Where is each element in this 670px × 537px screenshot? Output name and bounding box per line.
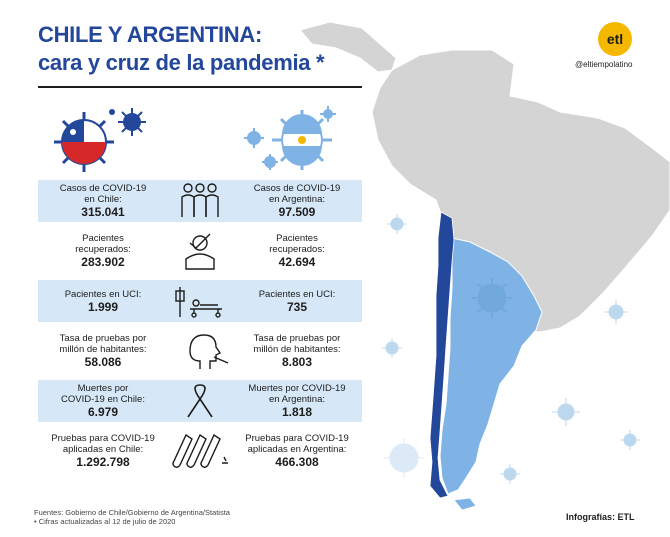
argentina-icu: Pacientes en UCI: 735	[232, 280, 362, 322]
stat-row-deaths: Muertes por COVID-19 en Chile: 6.979 Mue…	[38, 380, 362, 422]
virus-icon	[320, 106, 336, 122]
argentina-recovered: Pacientes recuperados: 42.694	[232, 230, 362, 272]
stat-row-tests-applied: Pruebas para COVID-19 aplicadas en Chile…	[38, 430, 362, 472]
chile-tests-applied: Pruebas para COVID-19 aplicadas en Chile…	[38, 430, 168, 472]
virus-icon	[262, 154, 278, 170]
virus-icon	[384, 438, 424, 478]
argentina-test-rate-value: 8.803	[281, 355, 313, 369]
tierra-del-fuego-shape	[453, 497, 477, 511]
argentina-icu-value: 735	[286, 299, 308, 314]
hospital-bed-icon	[175, 287, 222, 318]
chile-test-rate-value: 58.086	[84, 355, 122, 369]
etl-logo: etl	[598, 22, 632, 56]
virus-icon	[382, 338, 402, 358]
stat-row-cases: Casos de COVID-19 en Chile: 315.041 Caso…	[38, 180, 362, 222]
central-america-shape	[299, 21, 397, 73]
chile-test-rate-label: Tasa de pruebas por millón de habitantes…	[59, 333, 147, 355]
virus-icon	[109, 109, 115, 115]
stat-row-test-rate: Tasa de pruebas por millón de habitantes…	[38, 330, 362, 372]
test-tubes-icon	[172, 433, 228, 468]
virus-icon	[472, 278, 512, 318]
argentina-deaths-label: Muertes por COVID-19 en Argentina:	[248, 383, 346, 405]
chile-icu-value: 1.999	[87, 299, 119, 314]
virus-icon	[620, 430, 640, 450]
argentina-cases-value: 97.509	[278, 205, 316, 219]
sources-note: Fuentes: Gobierno de Chile/Gobierno de A…	[34, 508, 230, 517]
argentina-flag-virus-icon	[272, 110, 332, 170]
argentina-icu-label: Pacientes en UCI:	[258, 288, 336, 300]
argentina-deaths: Muertes por COVID-19 en Argentina: 1.818	[232, 380, 362, 422]
continent-shape	[371, 49, 670, 333]
argentina-test-rate: Tasa de pruebas por millón de habitantes…	[232, 330, 362, 372]
argentina-tests-applied-label: Pruebas para COVID-19 aplicadas en Argen…	[245, 433, 349, 455]
title-line-1: CHILE Y ARGENTINA:	[38, 22, 262, 47]
chile-shape	[429, 211, 455, 499]
chile-icu: Pacientes en UCI: 1.999	[38, 280, 168, 322]
argentina-tests-applied-value: 466.308	[275, 455, 319, 469]
date-note: • Cifras actualizadas al 12 de julio de …	[34, 517, 176, 526]
stat-row-icu: Pacientes en UCI: 1.999 Pacientes en UCI…	[38, 280, 362, 322]
mourning-ribbon-icon	[187, 384, 213, 418]
stat-row-recovered: Pacientes recuperados: 283.902 Pacientes…	[38, 230, 362, 272]
title-divider	[38, 86, 362, 88]
chile-cases-value: 315.041	[81, 205, 125, 219]
argentina-recovered-value: 42.694	[278, 255, 316, 269]
chile-cases-label: Casos de COVID-19 en Chile:	[59, 183, 147, 205]
chile-cases: Casos de COVID-19 en Chile: 315.041	[38, 180, 168, 222]
recovered-person-icon	[185, 233, 215, 270]
argentina-shape	[439, 237, 543, 495]
chile-deaths-value: 6.979	[87, 405, 119, 419]
social-handle: @eltiempolatino	[575, 60, 633, 69]
virus-icon	[604, 300, 628, 324]
argentina-test-rate-label: Tasa de pruebas por millón de habitantes…	[253, 333, 341, 355]
people-icon	[181, 183, 219, 217]
chile-tests-applied-label: Pruebas para COVID-19 aplicadas en Chile…	[51, 433, 155, 455]
argentina-cases-label: Casos de COVID-19 en Argentina:	[253, 183, 341, 205]
chile-recovered-value: 283.902	[81, 255, 125, 269]
argentina-deaths-value: 1.818	[281, 405, 313, 419]
chile-icu-label: Pacientes en UCI:	[64, 288, 142, 300]
chile-flag-virus-icon	[54, 112, 114, 172]
chile-recovered: Pacientes recuperados: 283.902	[38, 230, 168, 272]
virus-icon	[118, 108, 146, 136]
argentina-recovered-label: Pacientes recuperados:	[269, 233, 325, 255]
chile-deaths-label: Muertes por COVID-19 en Chile:	[61, 383, 145, 405]
virus-icon	[552, 398, 580, 426]
swab-test-icon	[189, 334, 229, 369]
chile-recovered-label: Pacientes recuperados:	[75, 233, 131, 255]
chile-tests-applied-value: 1.292.798	[76, 455, 130, 469]
virus-icon	[244, 128, 264, 148]
virus-icon	[387, 214, 407, 234]
chile-test-rate: Tasa de pruebas por millón de habitantes…	[38, 330, 168, 372]
argentina-cases: Casos de COVID-19 en Argentina: 97.509	[232, 180, 362, 222]
chile-deaths: Muertes por COVID-19 en Chile: 6.979	[38, 380, 168, 422]
virus-icon	[500, 464, 520, 484]
infographic-credit: Infografías: ETL	[566, 512, 635, 522]
argentina-tests-applied: Pruebas para COVID-19 aplicadas en Argen…	[232, 430, 362, 472]
title-line-2: cara y cruz de la pandemia *	[38, 50, 325, 75]
